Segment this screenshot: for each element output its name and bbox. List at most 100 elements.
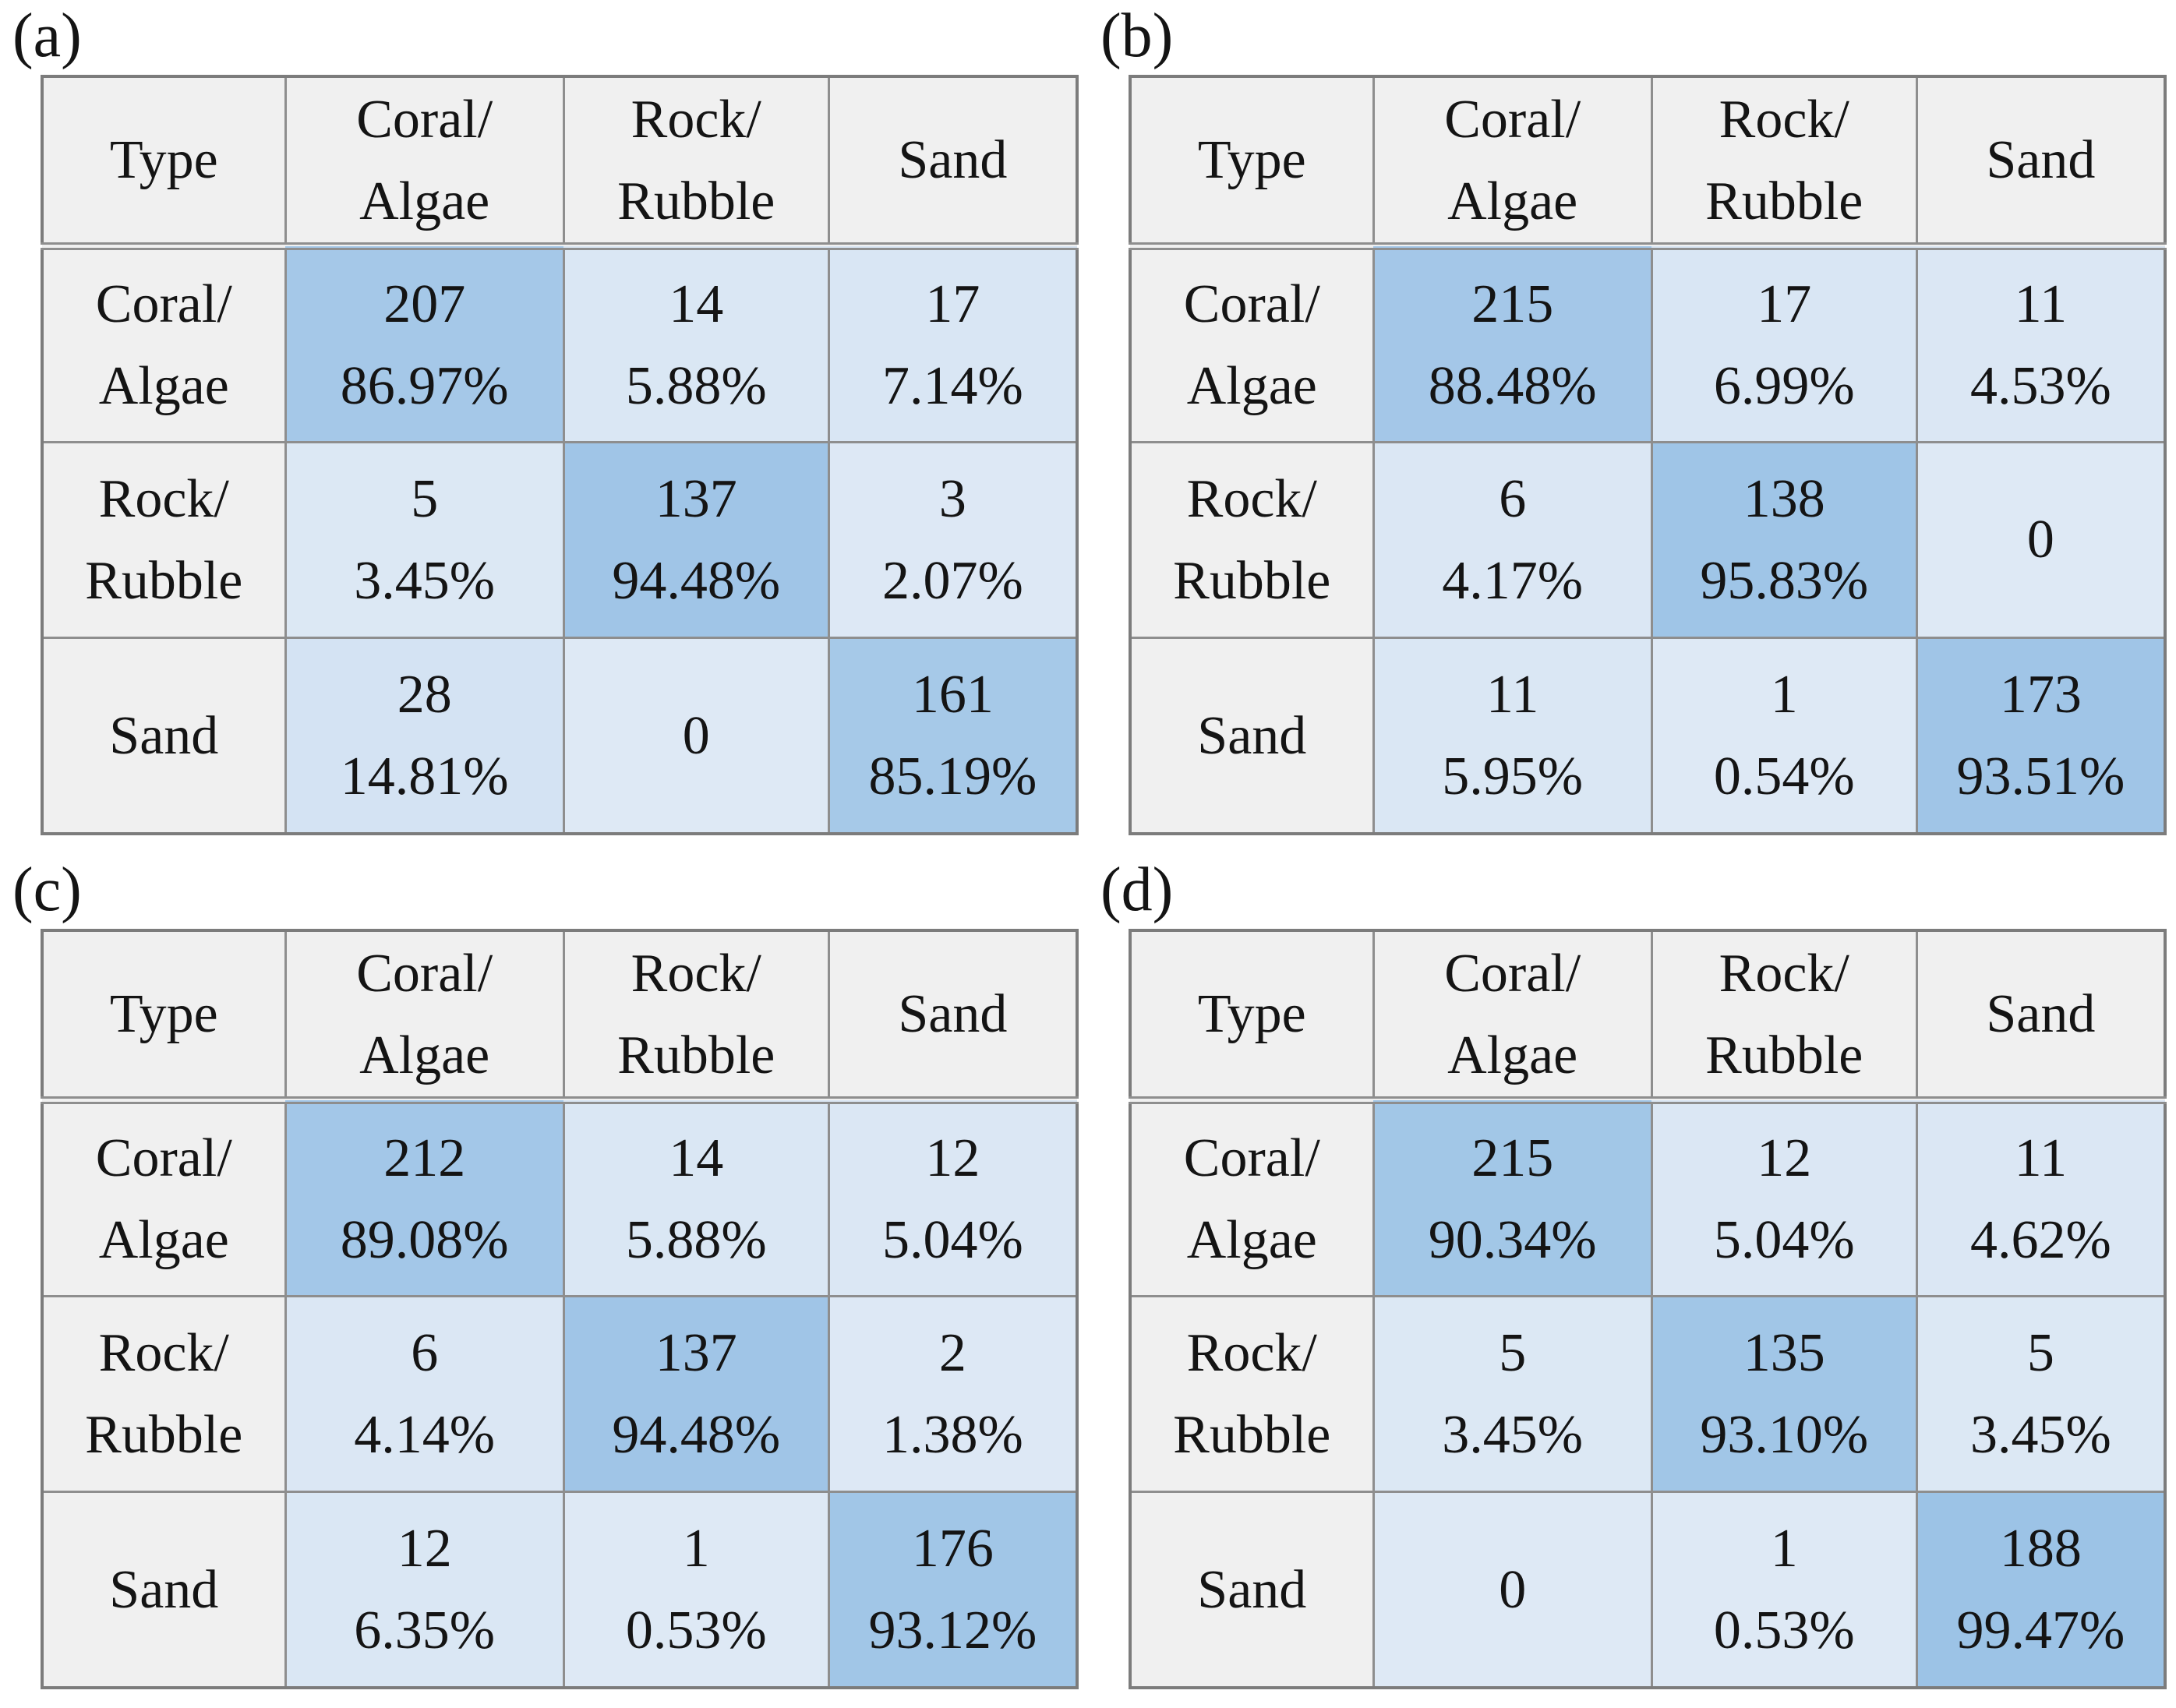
row-label-cell: Rock/ Rubble <box>1129 440 1375 640</box>
matrix-cell: 138 95.83% <box>1650 440 1918 640</box>
cell-count: 173 <box>1999 665 2082 725</box>
cell-count: 135 <box>1743 1322 1825 1383</box>
cell-count: 0 <box>2026 510 2054 570</box>
matrix-cell: 12 6.35% <box>284 1491 565 1689</box>
cell-count: 137 <box>655 1322 737 1383</box>
matrix-cell: 14 5.88% <box>562 1099 830 1297</box>
header-row: Type Coral/ Algae Rock/ Rubble Sand <box>41 75 1079 250</box>
matrix-cell: 14 5.88% <box>562 245 830 443</box>
cell-percentage: 4.14% <box>354 1404 496 1465</box>
matrix-cell: 137 94.48% <box>562 440 830 640</box>
confusion-matrix-table-a: Type Coral/ Algae Rock/ Rubble Sand Coral/ A… <box>41 75 1079 835</box>
matrix-row: Sand 12 6.35% 1 0.53% 176 93.12% <box>41 1491 1079 1689</box>
header-row: Type Coral/ Algae Rock/ Rubble Sand <box>1129 929 2167 1104</box>
matrix-cell: 212 89.08% <box>284 1099 565 1297</box>
cell-count: 17 <box>1757 274 1812 335</box>
confusion-matrix-table-b: Type Coral/ Algae Rock/ Rubble Sand Coral/ A… <box>1129 75 2167 835</box>
matrix-cell: 12 5.04% <box>1650 1099 1918 1297</box>
row-label-cell: Sand <box>1129 1491 1375 1689</box>
matrix-cell: 11 4.53% <box>1915 245 2167 443</box>
cell-percentage: 0.53% <box>1713 1600 1855 1661</box>
matrix-cell: 1 0.53% <box>1650 1491 1918 1689</box>
cell-count: 12 <box>397 1519 452 1579</box>
matrix-cell: 5 3.45% <box>284 440 565 640</box>
matrix-cell: 6 4.14% <box>284 1294 565 1494</box>
matrix-cell: 28 14.81% <box>284 637 565 835</box>
row-label-cell: Sand <box>1129 637 1375 835</box>
cell-count: 5 <box>1499 1322 1527 1383</box>
cell-percentage: 4.62% <box>1969 1210 2111 1271</box>
cell-percentage: 95.83% <box>1700 550 1869 611</box>
panel-label-b: (b) <box>1100 2 1174 70</box>
matrix-row: Sand 0 1 0.53% 188 99.47% <box>1129 1491 2167 1689</box>
row-label-cell: Coral/ Algae <box>1129 1099 1375 1297</box>
cell-count: 17 <box>925 274 980 335</box>
matrix-cell: 176 93.12% <box>827 1491 1079 1689</box>
matrix-cell: 1 0.54% <box>1650 637 1918 835</box>
corner-header-cell: Type <box>1129 929 1375 1104</box>
cell-count: 0 <box>1499 1559 1527 1620</box>
cell-count: 28 <box>397 665 452 725</box>
cell-count: 1 <box>1770 1519 1798 1579</box>
cell-percentage: 93.10% <box>1700 1404 1869 1465</box>
matrix-row: Sand 11 5.95% 1 0.54% 173 93.51% <box>1129 637 2167 835</box>
cell-percentage: 6.35% <box>354 1600 496 1661</box>
matrix-cell: 215 90.34% <box>1372 1099 1653 1297</box>
matrix-cell: 1 0.53% <box>562 1491 830 1689</box>
cell-count: 12 <box>1757 1128 1812 1189</box>
row-label-cell: Sand <box>41 637 287 835</box>
matrix-row: Rock/ Rubble 6 4.14% 137 94.48% 2 1.38% <box>41 1294 1079 1494</box>
cell-count: 2 <box>938 1322 966 1383</box>
cell-percentage: 94.48% <box>612 1404 781 1465</box>
panel-d: (d) Type Coral/ Algae Rock/ Rubble Sand Cora… <box>1088 854 2176 1708</box>
cell-percentage: 5.04% <box>881 1210 1023 1271</box>
cell-count: 161 <box>911 665 994 725</box>
cell-count: 137 <box>655 468 737 529</box>
cell-count: 3 <box>938 468 966 529</box>
cell-percentage: 3.45% <box>354 550 496 611</box>
cell-count: 6 <box>1499 468 1527 529</box>
cell-percentage: 5.88% <box>625 356 767 417</box>
cell-percentage: 99.47% <box>1956 1600 2125 1661</box>
cell-count: 6 <box>411 1322 439 1383</box>
cell-count: 1 <box>682 1519 710 1579</box>
matrix-cell: 0 <box>1915 440 2167 640</box>
matrix-row: Coral/ Algae 212 89.08% 14 5.88% 12 5.04% <box>41 1099 1079 1297</box>
column-header-cell: Sand <box>827 929 1079 1104</box>
column-header-cell: Rock/ Rubble <box>1650 75 1918 250</box>
cell-count: 176 <box>911 1519 994 1579</box>
confusion-matrix-table-c: Type Coral/ Algae Rock/ Rubble Sand Coral/ A… <box>41 929 1079 1689</box>
matrix-cell: 12 5.04% <box>827 1099 1079 1297</box>
matrix-cell: 0 <box>562 637 830 835</box>
row-label-cell: Sand <box>41 1491 287 1689</box>
matrix-cell: 188 99.47% <box>1915 1491 2167 1689</box>
corner-header-cell: Type <box>41 929 287 1104</box>
panel-c: (c) Type Coral/ Algae Rock/ Rubble Sand Cora… <box>0 854 1088 1708</box>
cell-percentage: 5.95% <box>1442 746 1584 807</box>
column-header-cell: Coral/ Algae <box>284 929 565 1104</box>
cell-count: 11 <box>2014 274 2068 335</box>
panel-a: (a) Type Coral/ Algae Rock/ Rubble Sand Cora… <box>0 0 1088 854</box>
cell-count: 212 <box>383 1128 466 1189</box>
matrix-cell: 2 1.38% <box>827 1294 1079 1494</box>
row-label-cell: Rock/ Rubble <box>41 1294 287 1494</box>
cell-count: 0 <box>682 705 710 766</box>
cell-count: 5 <box>2026 1322 2054 1383</box>
cell-percentage: 1.38% <box>881 1404 1023 1465</box>
cell-percentage: 2.07% <box>881 550 1023 611</box>
column-header-cell: Rock/ Rubble <box>562 75 830 250</box>
cell-percentage: 93.51% <box>1956 746 2125 807</box>
cell-percentage: 88.48% <box>1428 356 1597 417</box>
cell-count: 11 <box>1485 665 1539 725</box>
panel-label-d: (d) <box>1100 856 1174 924</box>
matrix-row: Rock/ Rubble 5 3.45% 135 93.10% 5 3.45% <box>1129 1294 2167 1494</box>
matrix-row: Sand 28 14.81% 0 161 85.19% <box>41 637 1079 835</box>
matrix-row: Coral/ Algae 215 88.48% 17 6.99% 11 4.53% <box>1129 245 2167 443</box>
matrix-cell: 161 85.19% <box>827 637 1079 835</box>
matrix-cell: 5 3.45% <box>1372 1294 1653 1494</box>
row-label-cell: Coral/ Algae <box>41 1099 287 1297</box>
header-row: Type Coral/ Algae Rock/ Rubble Sand <box>1129 75 2167 250</box>
cell-percentage: 3.45% <box>1442 1404 1584 1465</box>
panel-label-a: (a) <box>12 2 82 70</box>
